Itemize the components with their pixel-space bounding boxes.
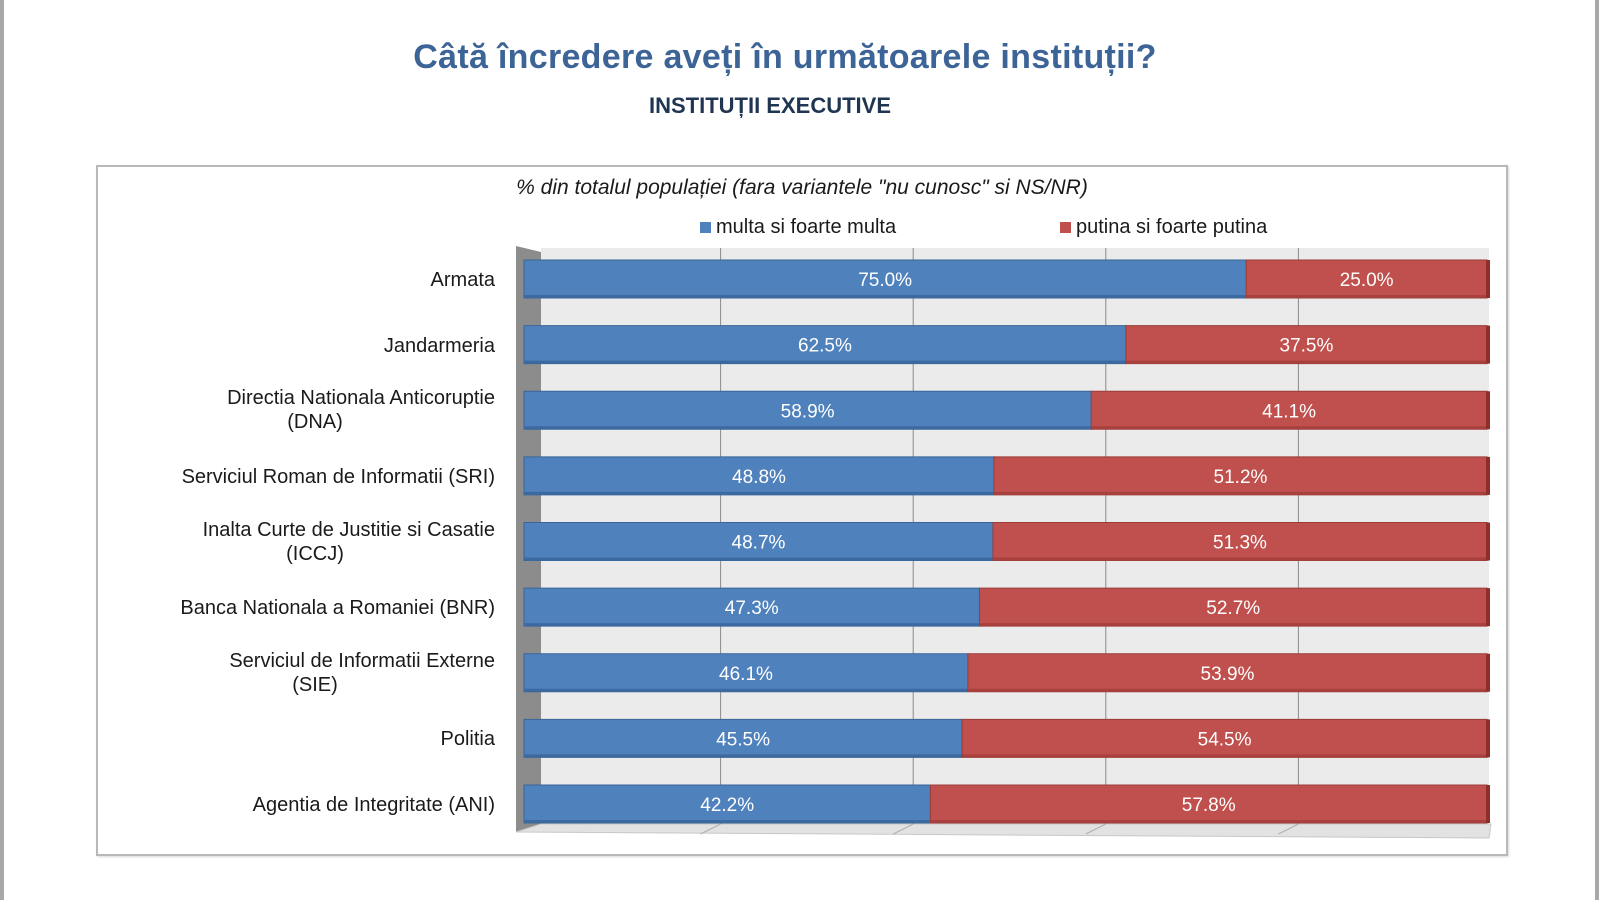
bar-shade-0-7 [524, 754, 963, 758]
chart-title: % din totalul populației (fara variantel… [516, 176, 1088, 199]
bar-shade-1-8 [930, 820, 1487, 823]
category-label-line: (ICCJ) [286, 542, 344, 565]
data-label-multa-2: 58.9% [781, 401, 835, 422]
bar-putina-8 [929, 784, 1488, 824]
data-label-multa-7: 45.5% [716, 729, 770, 750]
category-label-line: Agentia de Integritate (ANI) [252, 794, 495, 816]
bar-putina-0 [1245, 259, 1488, 299]
floor-gridline-20 [700, 823, 721, 835]
bar-shade-0-5 [524, 623, 980, 627]
category-label: Jandarmeria [75, 334, 495, 358]
bar-end-cap-2 [1486, 391, 1490, 430]
page-subtitle: INSTITUȚII EXECUTIVE [648, 93, 892, 118]
category-label: Inalta Curte de Justitie si Casatie (ICCJ… [75, 518, 495, 566]
bar-shade-0-6 [524, 688, 968, 692]
bar-end-cap-7 [1486, 719, 1490, 758]
category-label: Serviciul Roman de Informatii (SRI) [75, 465, 495, 489]
data-label-multa-3: 48.8% [732, 467, 786, 488]
category-label: Directia Nationala Anticoruptie (DNA) [75, 386, 495, 434]
bar-putina-2 [1090, 390, 1488, 430]
category-label-line: Serviciul de Informatii Externe [229, 649, 495, 672]
bar-multa-4 [523, 522, 994, 561]
legend-label-putina: putina si foarte putina [1076, 216, 1268, 238]
data-label-putina-3: 51.2% [1214, 467, 1268, 488]
category-label-line: Banca Nationala a Romaniei (BNR) [180, 597, 495, 620]
legend-item-multa: multa si foarte multa [700, 216, 896, 239]
data-label-putina-0: 25.0% [1340, 270, 1394, 291]
bar-shade-0-4 [524, 557, 993, 561]
category-label-line: Directia Nationala Anticoruptie [227, 387, 495, 410]
bar-shade-1-2 [1091, 426, 1487, 430]
data-label-putina-2: 41.1% [1262, 401, 1316, 422]
bar-multa-1 [523, 325, 1127, 365]
bar-multa-2 [523, 390, 1092, 430]
bar-end-cap-0 [1486, 260, 1490, 298]
bar-putina-1 [1125, 325, 1488, 365]
bar-shade-1-4 [992, 557, 1487, 561]
floor-gridline-40 [892, 823, 914, 835]
data-label-multa-5: 47.3% [725, 598, 779, 619]
bar-shade-0-2 [524, 426, 1092, 430]
data-label-multa-6: 46.1% [719, 664, 773, 685]
bar-end-cap-6 [1486, 653, 1490, 692]
data-label-multa-1: 62.5% [798, 336, 852, 357]
data-label-putina-5: 52.7% [1206, 598, 1260, 619]
bar-shade-1-6 [967, 688, 1487, 692]
floor-gridline-60 [1085, 823, 1107, 835]
category-label-line: Armata [430, 269, 495, 291]
category-label-line: (DNA) [287, 411, 343, 434]
floor-gridline-80 [1278, 823, 1299, 835]
bar-multa-5 [523, 587, 980, 627]
data-label-multa-8: 42.2% [700, 795, 754, 816]
bar-shade-1-1 [1125, 360, 1487, 364]
data-label-putina-7: 54.5% [1198, 729, 1252, 750]
category-label-line: (SIE) [292, 673, 338, 696]
bar-shade-1-5 [979, 623, 1487, 627]
legend-swatch-blue [700, 222, 711, 233]
bar-shade-0-0 [524, 295, 1247, 298]
bar-end-cap-3 [1486, 456, 1490, 495]
data-label-putina-4: 51.3% [1213, 533, 1267, 554]
data-label-putina-8: 57.8% [1182, 795, 1236, 816]
bar-shade-0-1 [524, 360, 1126, 364]
legend-item-putina: putina si foarte putina [1060, 216, 1267, 239]
bar-end-cap-4 [1486, 522, 1490, 561]
bar-shade-1-3 [993, 491, 1487, 495]
bar-multa-8 [523, 784, 931, 824]
bar-shade-0-3 [524, 491, 994, 495]
bar-shade-0-8 [524, 820, 931, 823]
bar-end-cap-1 [1486, 325, 1490, 364]
category-label: Agentia de Integritate (ANI) [75, 793, 495, 817]
category-label-line: Politia [440, 728, 495, 751]
bar-end-cap-5 [1486, 588, 1490, 627]
legend-swatch-red [1060, 222, 1071, 233]
category-label: Serviciul de Informatii Externe (SIE) [75, 649, 495, 697]
bar-shade-1-7 [962, 754, 1487, 758]
bar-putina-4 [992, 522, 1488, 561]
page-right-edge [1595, 0, 1599, 900]
bar-putina-6 [967, 653, 1488, 693]
page-left-edge [0, 0, 4, 900]
bar-shade-1-0 [1246, 295, 1487, 298]
bar-end-cap-8 [1486, 785, 1490, 823]
category-label: Banca Nationala a Romaniei (BNR) [75, 596, 495, 620]
category-label: Politia [75, 727, 495, 751]
bar-multa-3 [523, 456, 995, 496]
page-title: Câtă încredere aveți în următoarele inst… [413, 38, 1157, 76]
legend-label-multa: multa si foarte multa [716, 216, 897, 238]
data-label-putina-6: 53.9% [1201, 664, 1255, 685]
bar-multa-6 [523, 653, 969, 693]
chart-frame [96, 165, 1508, 856]
data-label-multa-0: 75.0% [858, 270, 912, 291]
category-label-line: Jandarmeria [383, 334, 495, 357]
plot-floor [515, 823, 1492, 839]
data-label-multa-4: 48.7% [732, 533, 786, 554]
category-label-line: Serviciul Roman de Informatii (SRI) [181, 465, 495, 488]
data-label-putina-1: 37.5% [1280, 336, 1334, 357]
bar-putina-5 [978, 587, 1488, 627]
bar-multa-7 [523, 718, 963, 758]
category-label: Armata [75, 268, 495, 292]
category-label-line: Inalta Curte de Justitie si Casatie [202, 518, 495, 541]
